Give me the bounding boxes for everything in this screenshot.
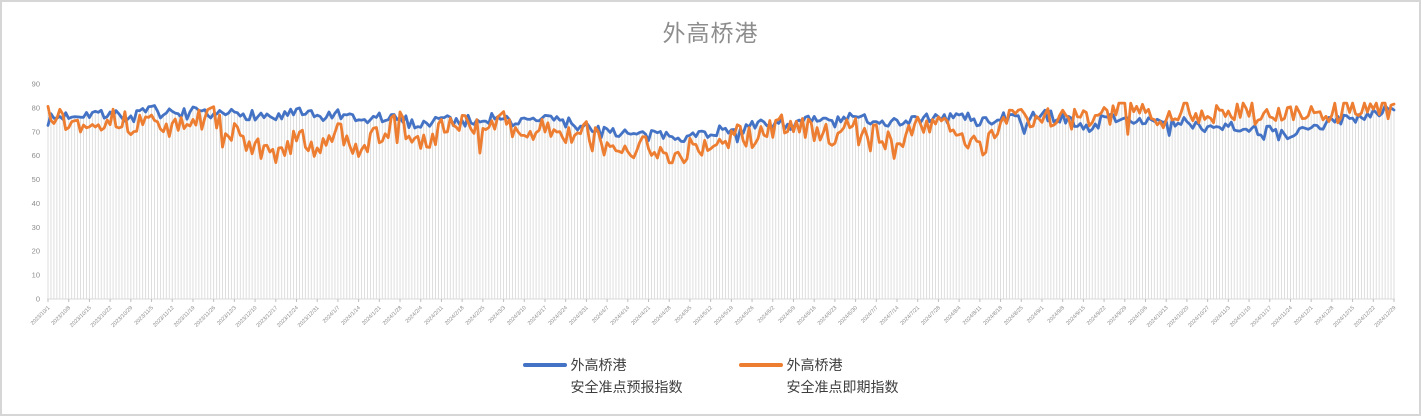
chart-legend: 外高桥港 安全准点预报指数 外高桥港 安全准点即期指数 (522, 354, 899, 398)
svg-text:2024/8/4: 2024/8/4 (943, 305, 962, 324)
svg-text:2024/11/24: 2024/11/24 (1270, 305, 1293, 328)
svg-text:2024/4/14: 2024/4/14 (610, 305, 632, 327)
svg-text:2024/9/29: 2024/9/29 (1107, 305, 1129, 327)
svg-text:2024/11/3: 2024/11/3 (1210, 305, 1231, 326)
legend-label-line1: 外高桥港 (786, 357, 843, 373)
svg-text:2024/1/7: 2024/1/7 (322, 305, 341, 324)
svg-text:80: 80 (32, 103, 40, 112)
svg-text:10: 10 (32, 271, 40, 280)
svg-text:2023/10/29: 2023/10/29 (111, 305, 135, 329)
svg-text:2024/3/3: 2024/3/3 (488, 305, 507, 324)
svg-text:2024/6/2: 2024/6/2 (757, 305, 776, 324)
svg-text:2024/6/9: 2024/6/9 (778, 305, 797, 324)
svg-text:2024/3/17: 2024/3/17 (527, 305, 549, 327)
svg-text:2024/12/29: 2024/12/29 (1374, 305, 1398, 329)
svg-text:2024/9/8: 2024/9/8 (1047, 305, 1066, 324)
svg-text:2024/2/18: 2024/2/18 (444, 305, 466, 327)
svg-text:2023/11/19: 2023/11/19 (173, 305, 196, 328)
svg-text:2024/3/10: 2024/3/10 (506, 305, 528, 327)
svg-text:2024/11/17: 2024/11/17 (1250, 305, 1273, 328)
svg-text:2024/1/28: 2024/1/28 (382, 305, 404, 327)
svg-text:2024/4/7: 2024/4/7 (591, 305, 610, 324)
svg-text:0: 0 (36, 295, 40, 304)
svg-text:2024/3/31: 2024/3/31 (568, 305, 590, 327)
svg-text:2024/9/22: 2024/9/22 (1086, 305, 1108, 327)
svg-text:2024/7/28: 2024/7/28 (920, 305, 942, 327)
svg-text:2024/6/30: 2024/6/30 (837, 305, 859, 327)
svg-text:2024/7/21: 2024/7/21 (900, 305, 922, 327)
svg-text:2023/10/1: 2023/10/1 (30, 305, 52, 327)
svg-text:2024/5/26: 2024/5/26 (734, 305, 756, 327)
svg-text:90: 90 (32, 80, 40, 89)
svg-text:2024/4/28: 2024/4/28 (651, 305, 673, 327)
svg-text:2024/8/11: 2024/8/11 (962, 305, 983, 326)
svg-text:2024/10/27: 2024/10/27 (1187, 305, 1211, 329)
svg-text:2024/2/11: 2024/2/11 (424, 305, 445, 326)
svg-text:2024/8/25: 2024/8/25 (1003, 305, 1025, 327)
svg-text:2024/8/18: 2024/8/18 (982, 305, 1004, 327)
legend-item-forecast-index[interactable]: 外高桥港 安全准点预报指数 (522, 354, 683, 398)
legend-item-spot-index[interactable]: 外高桥港 安全准点即期指数 (738, 354, 899, 398)
svg-text:2024/7/7: 2024/7/7 (860, 305, 879, 324)
svg-text:2023/11/12: 2023/11/12 (152, 305, 175, 328)
svg-text:2024/5/19: 2024/5/19 (713, 305, 735, 327)
svg-text:2024/1/14: 2024/1/14 (340, 305, 362, 327)
chart-title: 外高桥港 (662, 20, 759, 46)
svg-text:2024/12/1: 2024/12/1 (1293, 305, 1315, 327)
legend-line-swatch-blue (522, 363, 567, 367)
svg-text:2024/7/14: 2024/7/14 (879, 305, 901, 327)
svg-text:40: 40 (32, 199, 40, 208)
svg-text:2024/3/24: 2024/3/24 (548, 305, 570, 327)
legend-label-line2: 安全准点预报指数 (570, 379, 683, 395)
svg-text:30: 30 (32, 223, 40, 232)
svg-text:2024/1/21: 2024/1/21 (361, 305, 383, 327)
svg-text:2023/12/31: 2023/12/31 (297, 305, 321, 329)
svg-text:2024/5/12: 2024/5/12 (692, 305, 714, 327)
legend-label-line2: 安全准点即期指数 (786, 379, 899, 395)
svg-text:60: 60 (32, 151, 40, 160)
svg-text:2024/2/25: 2024/2/25 (465, 305, 487, 327)
svg-text:2024/11/10: 2024/11/10 (1229, 305, 1252, 328)
svg-text:2023/11/26: 2023/11/26 (194, 305, 217, 328)
svg-text:2024/5/5: 2024/5/5 (674, 305, 693, 324)
svg-text:2023/11/5: 2023/11/5 (134, 305, 155, 326)
svg-text:2024/6/23: 2024/6/23 (817, 305, 839, 327)
svg-text:2024/2/4: 2024/2/4 (405, 305, 424, 324)
svg-text:2024/9/1: 2024/9/1 (1026, 305, 1045, 324)
legend-label: 外高桥港 安全准点预报指数 (571, 354, 683, 398)
svg-text:20: 20 (32, 247, 40, 256)
legend-label: 外高桥港 安全准点即期指数 (787, 354, 899, 398)
legend-line-swatch-orange (738, 363, 783, 367)
svg-text:50: 50 (32, 175, 40, 184)
legend-label-line1: 外高桥港 (570, 357, 627, 373)
svg-text:70: 70 (32, 127, 40, 136)
svg-text:2024/6/16: 2024/6/16 (796, 305, 818, 327)
svg-text:2024/4/21: 2024/4/21 (630, 305, 652, 327)
svg-text:2024/9/15: 2024/9/15 (1065, 305, 1087, 327)
